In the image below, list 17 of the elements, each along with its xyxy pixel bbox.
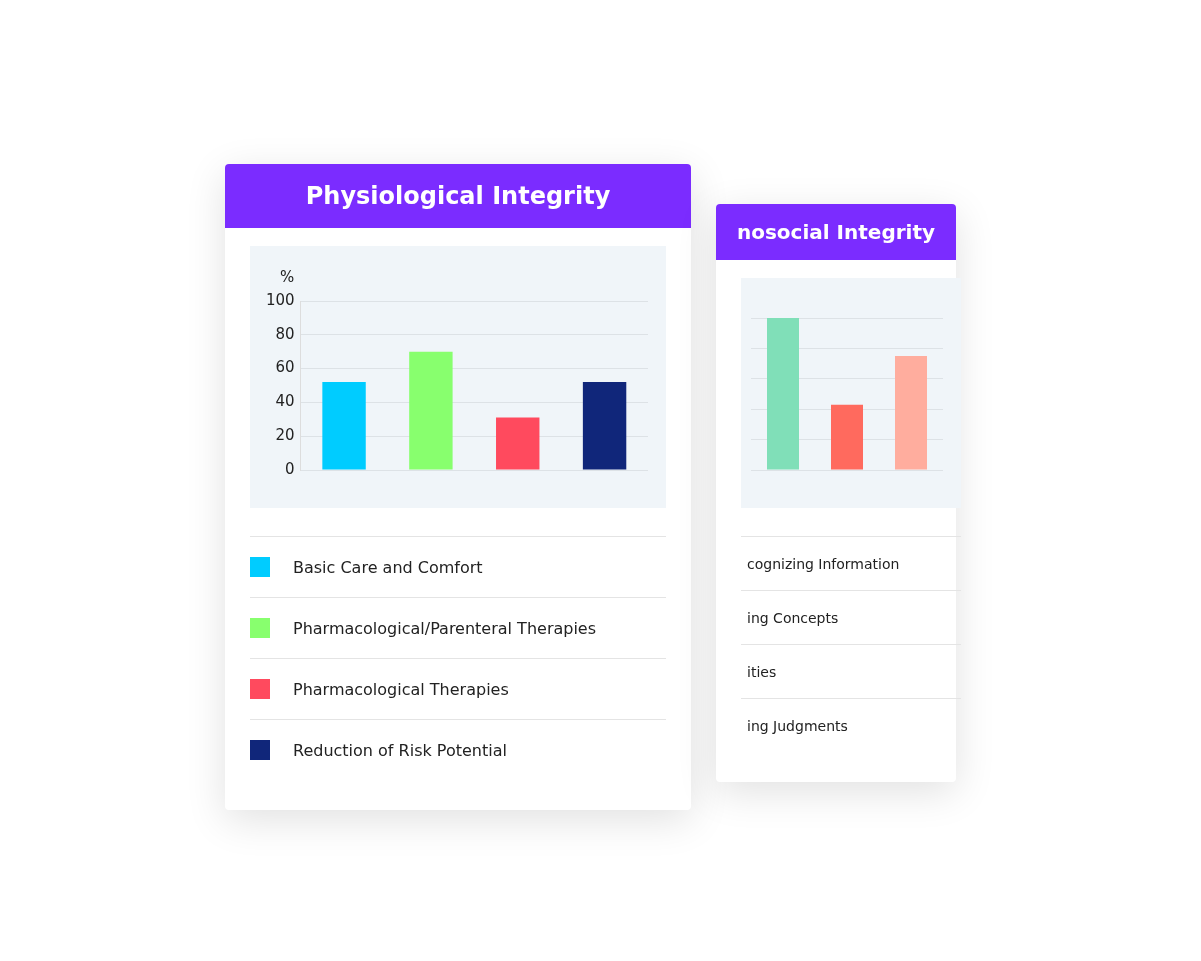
y-tick-label: 40 xyxy=(275,392,295,411)
text: ing Concepts xyxy=(741,590,961,644)
y-axis-title: % xyxy=(280,268,295,286)
text: ing Judgments xyxy=(741,698,961,752)
chart-title: Physiological Integrity xyxy=(225,164,691,228)
y-tick-label: 0 xyxy=(285,459,295,478)
legend-label: Reduction of Risk Potential xyxy=(293,740,507,760)
y-tick-label: 80 xyxy=(275,324,295,343)
legend-label: Pharmacological/Parenteral Therapies xyxy=(293,618,597,638)
y-tick-label: 20 xyxy=(275,426,295,445)
text: cognizing Information xyxy=(741,536,961,590)
legend-label: Basic Care and Comfort xyxy=(293,557,483,577)
legend-label: Pharmacological Therapies xyxy=(293,679,509,699)
y-tick-label: 100 xyxy=(265,290,295,309)
y-tick-label: 60 xyxy=(275,358,295,377)
text: ities xyxy=(741,644,961,698)
chart-title: nosocial Integrity xyxy=(716,204,956,260)
